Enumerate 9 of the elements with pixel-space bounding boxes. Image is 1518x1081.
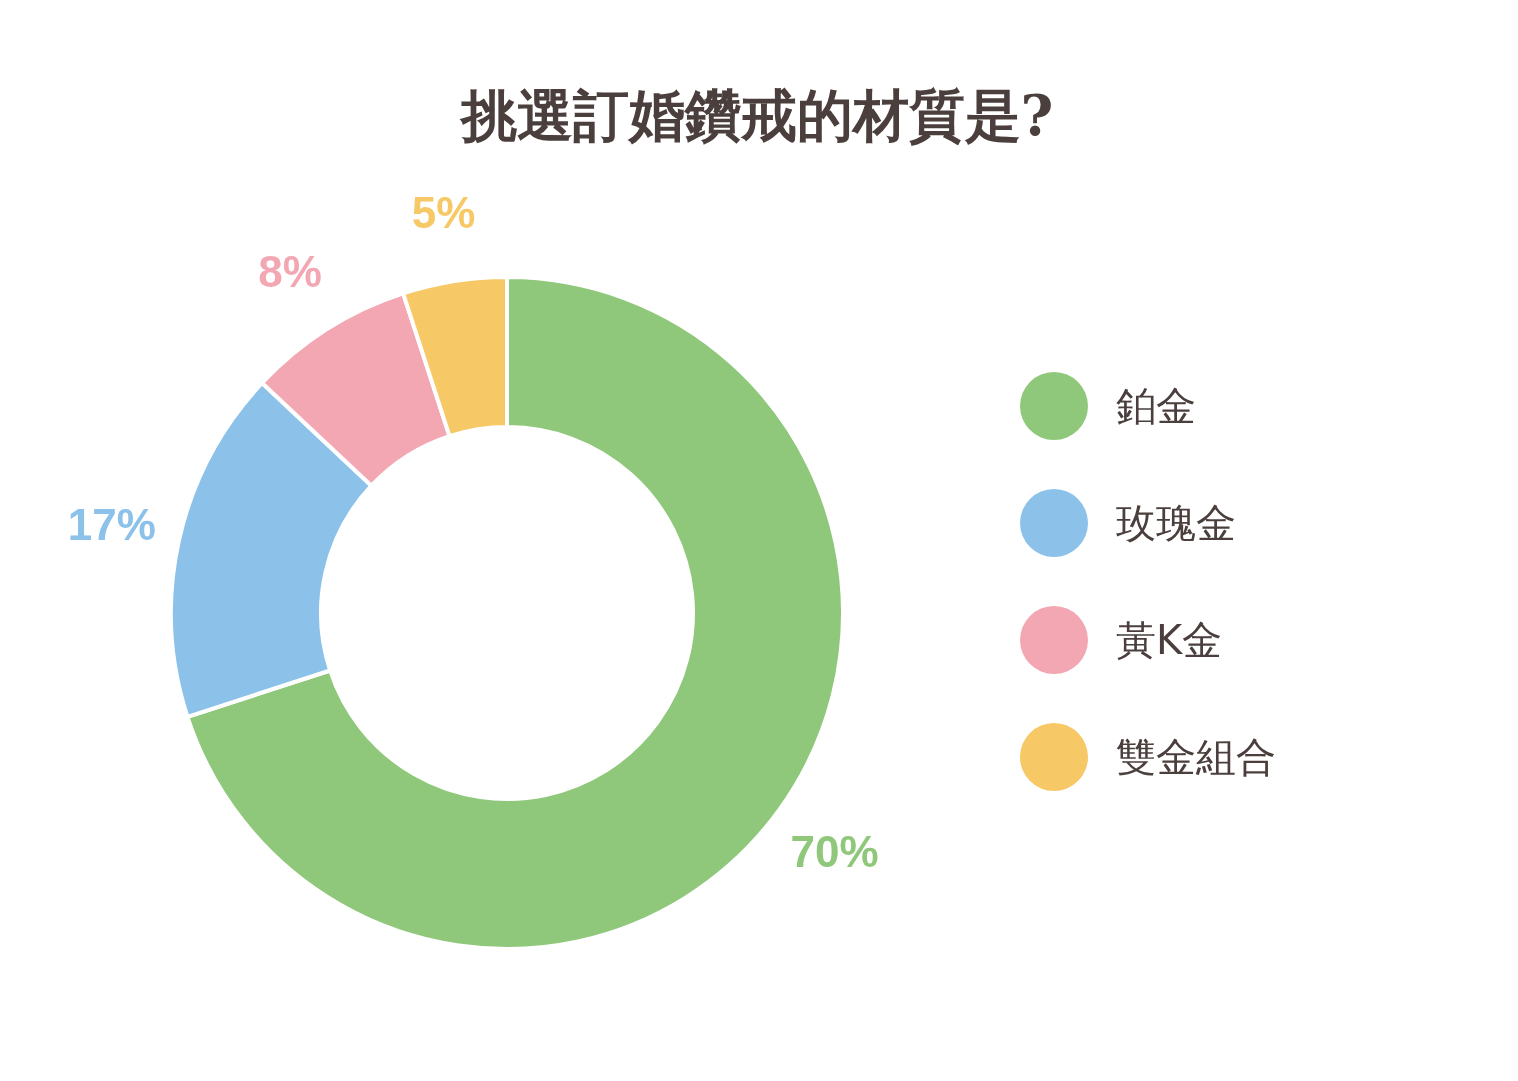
data-label: 5%	[411, 188, 476, 238]
legend-label: 雙金組合	[1116, 734, 1276, 780]
data-label: 70%	[790, 826, 879, 876]
legend-label: 黃K金	[1116, 617, 1223, 663]
data-label: 17%	[67, 500, 156, 550]
legend-label: 玫瑰金	[1116, 500, 1236, 546]
data-label: 8%	[258, 246, 322, 296]
chart-title: 挑選訂婚鑽戒的材質是?	[458, 82, 1054, 148]
legend-label: 鉑金	[1116, 383, 1196, 429]
